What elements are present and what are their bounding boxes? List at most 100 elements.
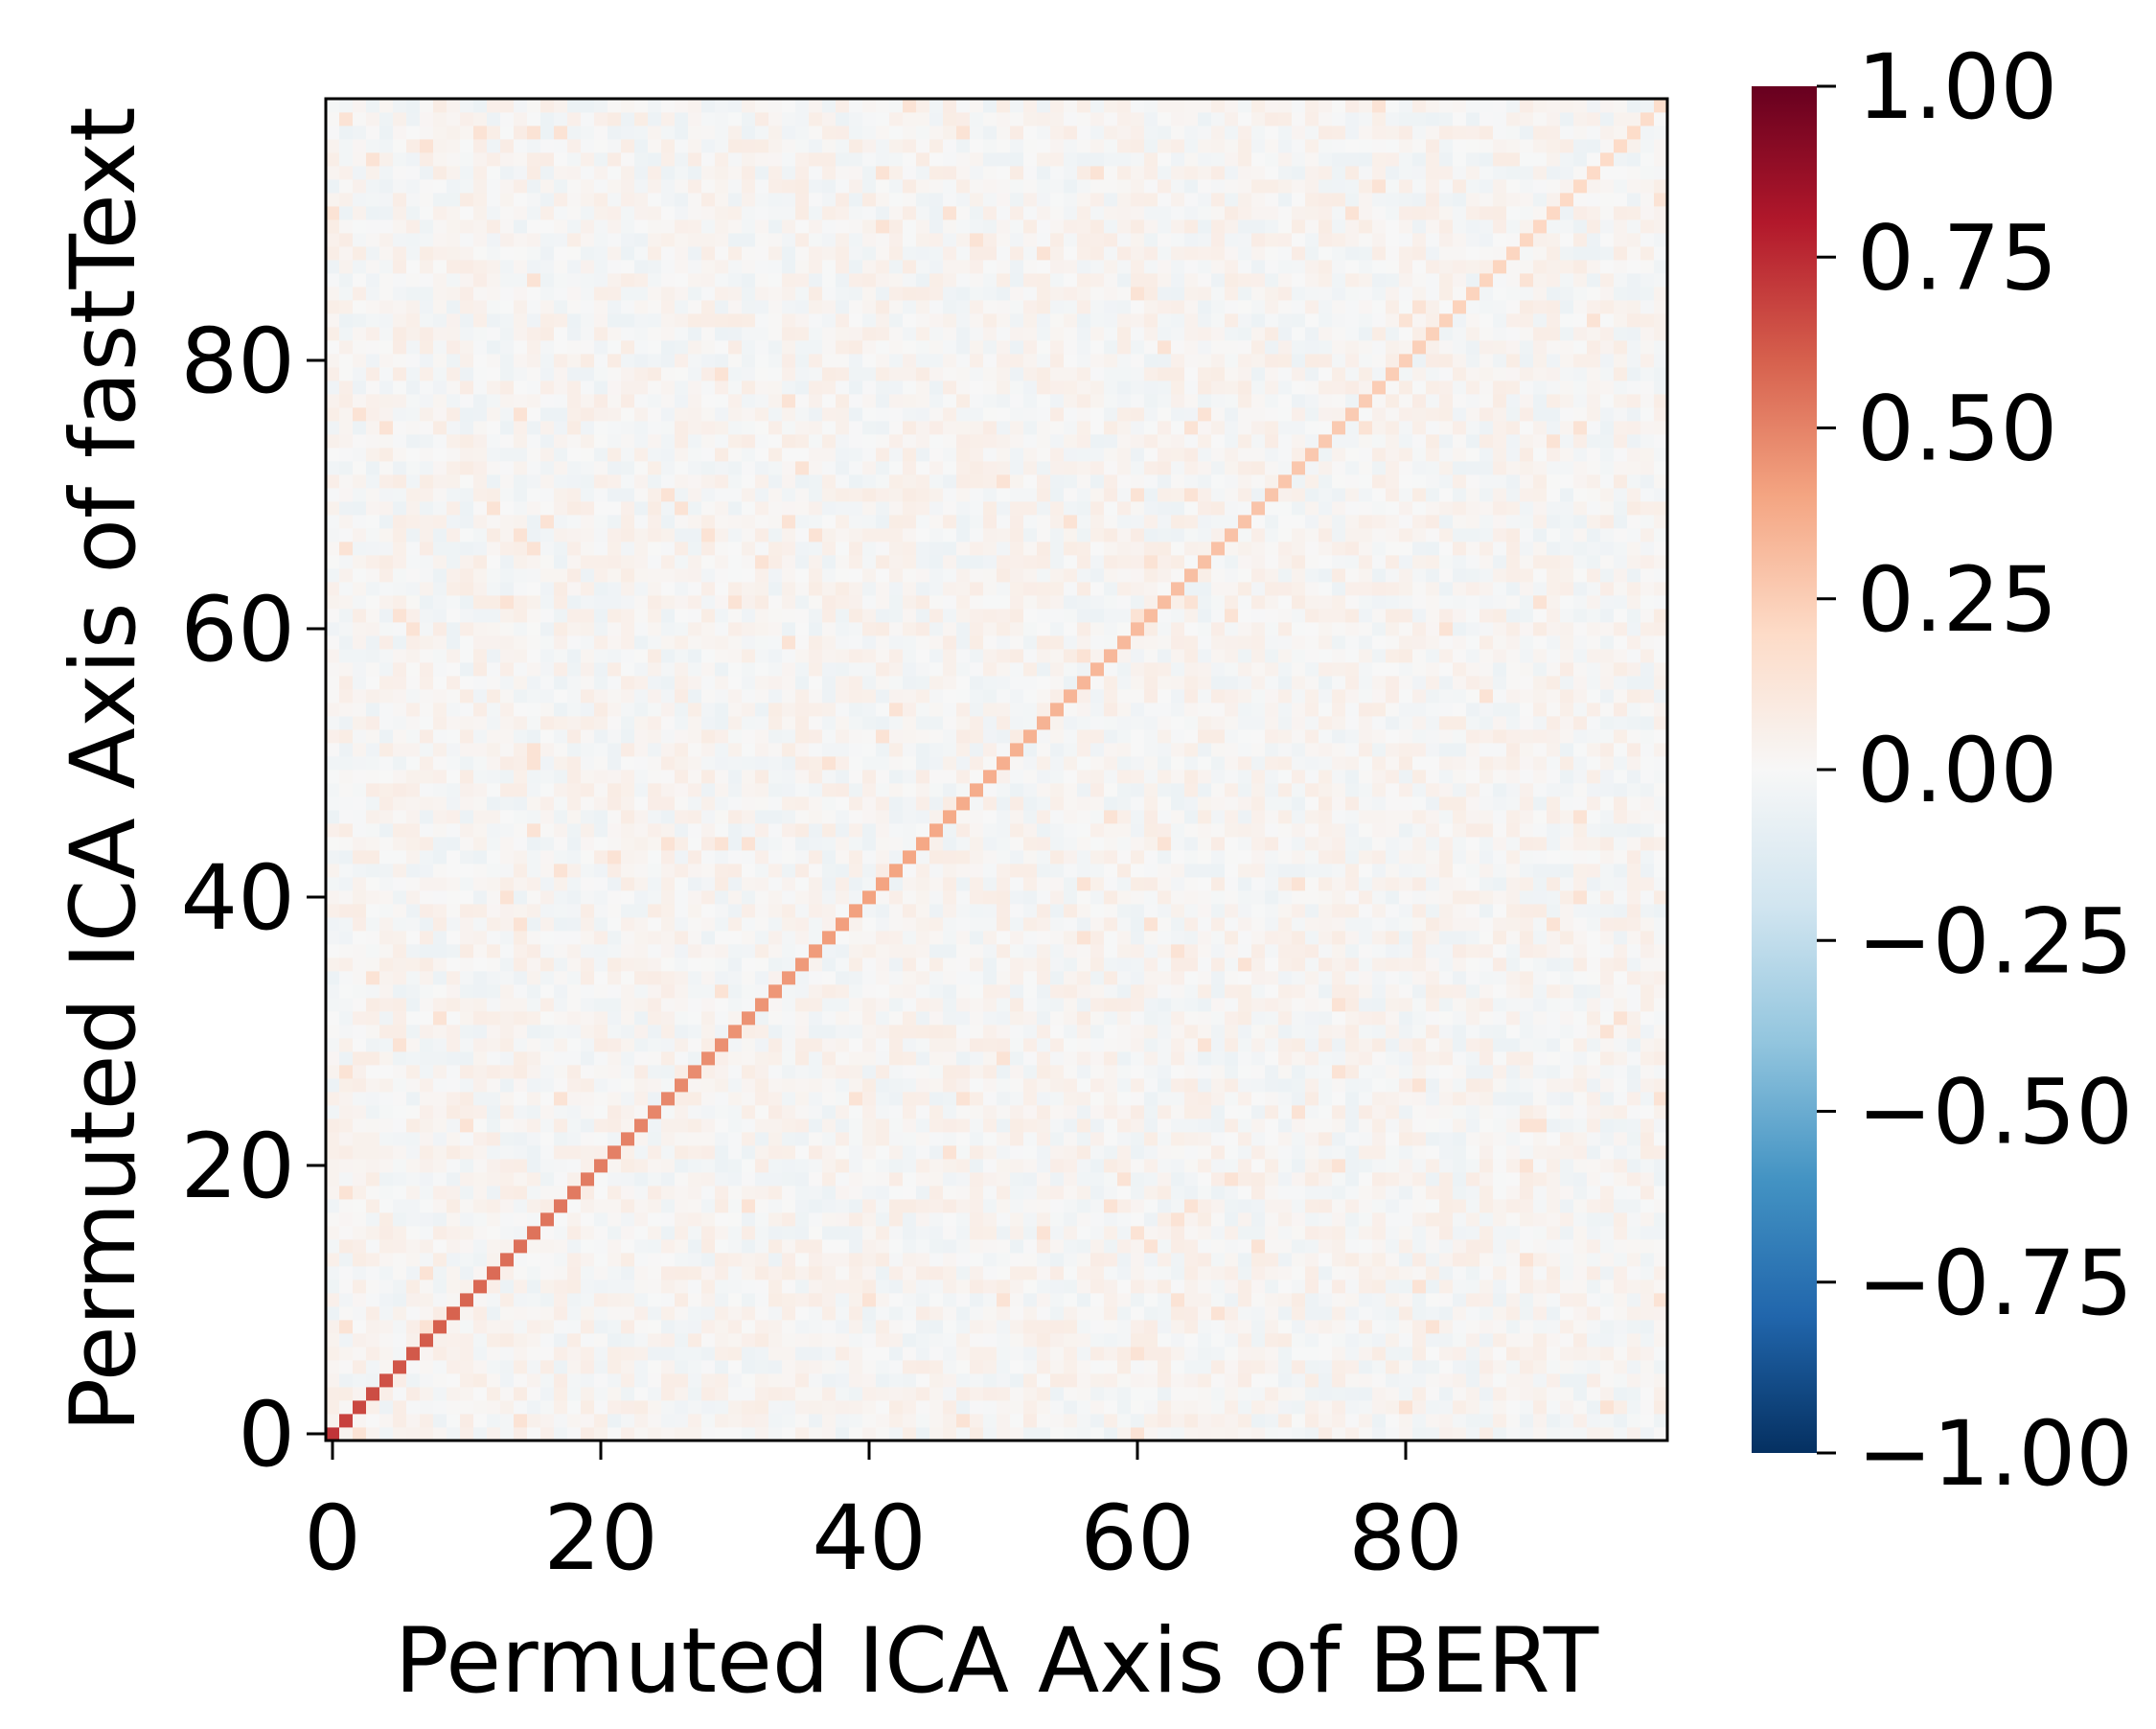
heatmap-cell: [1023, 823, 1038, 838]
heatmap-cell: [1292, 1159, 1306, 1173]
heatmap-cell: [1412, 1266, 1427, 1280]
heatmap-cell: [473, 931, 488, 945]
heatmap-cell: [1587, 1333, 1601, 1348]
heatmap-cell: [487, 1414, 501, 1428]
heatmap-cell: [1225, 1360, 1239, 1374]
heatmap-cell: [1211, 904, 1226, 918]
heatmap-cell: [608, 1239, 622, 1254]
heatmap-cell: [1319, 971, 1333, 985]
heatmap-cell: [1305, 957, 1319, 972]
heatmap-cell: [1640, 1293, 1655, 1307]
heatmap-cell: [500, 1279, 515, 1294]
heatmap-cell: [1412, 1145, 1427, 1160]
heatmap-cell: [1399, 1306, 1413, 1321]
heatmap-cell: [876, 1105, 890, 1119]
heatmap-cell: [1090, 770, 1105, 784]
heatmap-cell: [1359, 1306, 1373, 1321]
heatmap-cell: [353, 1078, 367, 1093]
heatmap-cell: [1198, 810, 1212, 824]
heatmap-cell: [594, 1092, 608, 1106]
heatmap-cell: [1198, 1065, 1212, 1079]
heatmap-cell: [433, 1145, 447, 1160]
heatmap-cell: [1251, 1347, 1266, 1361]
heatmap-cell: [782, 1092, 796, 1106]
heatmap-cell: [1184, 1347, 1199, 1361]
heatmap-cell: [527, 1427, 541, 1441]
heatmap-cell: [903, 810, 917, 824]
heatmap-cell: [1292, 810, 1306, 824]
heatmap-cell: [1184, 796, 1199, 811]
heatmap-cell: [876, 1226, 890, 1240]
heatmap-cell: [527, 1078, 541, 1093]
heatmap-cell: [836, 1387, 850, 1401]
heatmap-cell: [1077, 904, 1091, 918]
heatmap-cell: [1050, 783, 1065, 797]
heatmap-cell: [1426, 1239, 1440, 1254]
heatmap-cell: [1466, 1253, 1480, 1267]
heatmap-cell: [1506, 1293, 1521, 1307]
heatmap-cell: [447, 1118, 461, 1133]
heatmap-cell: [353, 770, 367, 784]
heatmap-cell: [849, 1078, 863, 1093]
heatmap-cell: [433, 770, 447, 784]
heatmap-cell: [527, 1279, 541, 1294]
heatmap-cell: [1479, 1226, 1494, 1240]
heatmap-cell: [1117, 931, 1132, 945]
heatmap-cell: [1520, 1414, 1534, 1428]
heatmap-cell: [554, 1092, 568, 1106]
heatmap-cell: [728, 957, 743, 972]
heatmap-cell: [460, 1172, 474, 1187]
heatmap-cell: [889, 1333, 904, 1348]
heatmap-cell: [339, 1118, 354, 1133]
heatmap-cell: [1238, 810, 1252, 824]
heatmap-cell: [1587, 864, 1601, 878]
heatmap-cell: [1506, 810, 1521, 824]
heatmap-cell: [876, 917, 890, 932]
heatmap-cell: [1171, 850, 1185, 864]
heatmap-cell: [1144, 1320, 1158, 1334]
heatmap-cell: [1265, 1293, 1279, 1307]
heatmap-cell: [366, 1172, 380, 1187]
heatmap-cell: [594, 1065, 608, 1079]
heatmap-cell: [876, 1333, 890, 1348]
heatmap-cell: [836, 971, 850, 985]
heatmap-cell: [1506, 770, 1521, 784]
heatmap-cell: [420, 864, 434, 878]
heatmap-cell: [1399, 810, 1413, 824]
heatmap-cell: [1023, 1186, 1038, 1200]
heatmap-cell: [1453, 1387, 1467, 1401]
heatmap-cell: [487, 1132, 501, 1146]
heatmap-cell: [983, 1038, 998, 1052]
heatmap-cell: [1023, 1306, 1038, 1321]
heatmap-cell: [1064, 1306, 1078, 1321]
heatmap-cell: [514, 1239, 528, 1254]
heatmap-cell: [1238, 1279, 1252, 1294]
heatmap-cell: [1077, 1186, 1091, 1200]
heatmap-cell: [956, 1078, 971, 1093]
heatmap-cell: [567, 1051, 582, 1066]
heatmap-cell: [1077, 1306, 1091, 1321]
heatmap-cell: [836, 1360, 850, 1374]
heatmap-cell: [701, 890, 716, 905]
heatmap-cell: [366, 770, 380, 784]
heatmap-cell: [809, 1199, 823, 1213]
heatmap-cell: [822, 1145, 837, 1160]
heatmap-cell: [675, 1414, 689, 1428]
heatmap-cell: [1211, 783, 1226, 797]
heatmap-cell: [1265, 1145, 1279, 1160]
heatmap-cell: [1131, 1373, 1145, 1388]
heatmap-cell: [353, 877, 367, 891]
heatmap-cell: [1023, 904, 1038, 918]
heatmap-cell: [983, 1226, 998, 1240]
heatmap-cell: [406, 1145, 421, 1160]
heatmap-cell: [634, 823, 649, 838]
heatmap-cell: [1010, 1132, 1024, 1146]
heatmap-cell: [1412, 1226, 1427, 1240]
heatmap-cell: [1131, 1092, 1145, 1106]
heatmap-cell: [1453, 1051, 1467, 1066]
heatmap-cell: [581, 998, 595, 1012]
heatmap-cell: [1520, 864, 1534, 878]
heatmap-cell: [460, 1253, 474, 1267]
heatmap-cell: [1372, 1065, 1387, 1079]
heatmap-cell: [849, 1239, 863, 1254]
